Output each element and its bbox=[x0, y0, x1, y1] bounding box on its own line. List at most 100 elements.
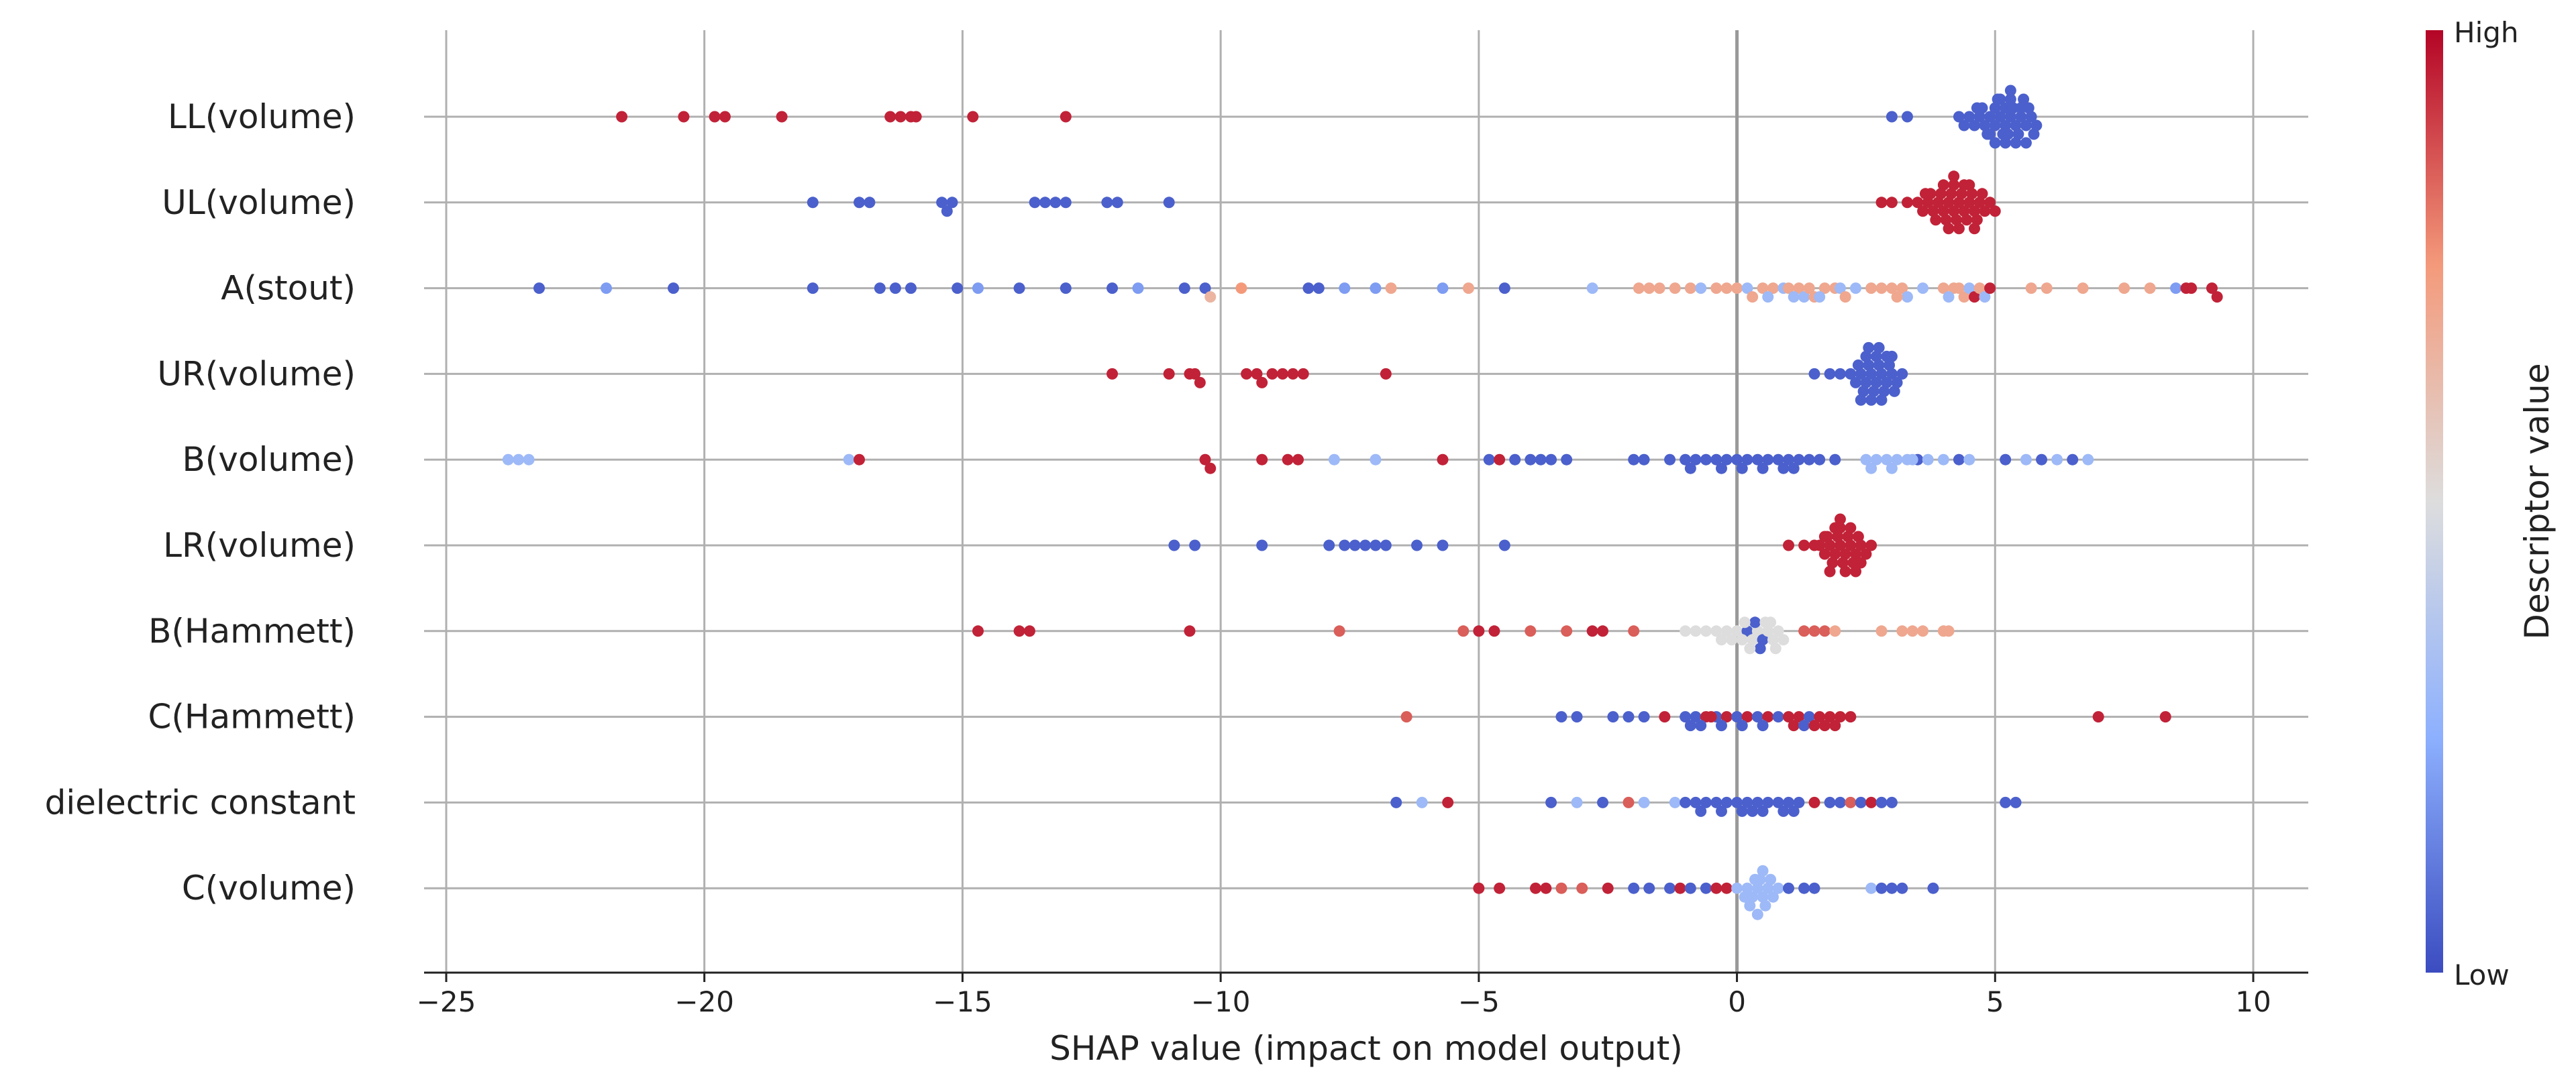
feature-label: LR(volume) bbox=[163, 526, 356, 565]
shap-point bbox=[1963, 111, 1975, 123]
shap-point bbox=[1380, 368, 1392, 380]
shap-point bbox=[1276, 368, 1288, 380]
shap-point bbox=[1437, 282, 1449, 294]
shap-point bbox=[1747, 291, 1759, 303]
shap-point bbox=[1772, 882, 1784, 894]
shap-point bbox=[2020, 453, 2032, 466]
shap-point bbox=[1834, 711, 1846, 723]
shap-point bbox=[1710, 796, 1722, 808]
feature-label: C(volume) bbox=[182, 869, 356, 908]
shap-point bbox=[1873, 359, 1885, 371]
shap-point bbox=[1930, 214, 1942, 226]
shap-point bbox=[1845, 539, 1857, 551]
shap-point bbox=[1834, 282, 1846, 294]
shap-point bbox=[1256, 453, 1268, 466]
shap-point bbox=[502, 453, 514, 466]
shap-point bbox=[1937, 453, 1949, 466]
shap-point bbox=[1969, 291, 1981, 303]
shap-point bbox=[884, 111, 896, 123]
shap-point bbox=[1736, 462, 1748, 474]
shap-point bbox=[1867, 385, 1879, 397]
shap-point bbox=[1778, 462, 1790, 474]
shap-point bbox=[1958, 119, 1970, 131]
shap-point bbox=[1958, 205, 1970, 217]
shap-point bbox=[2211, 291, 2223, 303]
shap-point bbox=[1865, 539, 1877, 551]
shap-point bbox=[1437, 539, 1449, 551]
shap-point bbox=[1966, 188, 1978, 200]
points-layer bbox=[502, 85, 2223, 920]
shap-point bbox=[1870, 376, 1882, 388]
shap-point bbox=[1204, 462, 1217, 474]
shap-point bbox=[1961, 214, 1973, 226]
shap-point bbox=[1741, 625, 1753, 637]
shap-point bbox=[1462, 282, 1474, 294]
shap-point bbox=[1953, 111, 1965, 123]
shap-point bbox=[1937, 205, 1949, 217]
shap-point bbox=[2004, 111, 2016, 123]
shap-point bbox=[1189, 539, 1201, 551]
shap-point bbox=[1163, 368, 1175, 380]
shap-point bbox=[1969, 119, 1981, 131]
shap-point bbox=[616, 111, 628, 123]
shap-point bbox=[1829, 720, 1841, 732]
shap-point bbox=[1695, 282, 1707, 294]
shap-point bbox=[1498, 539, 1510, 551]
x-tick-label: −20 bbox=[674, 985, 734, 1018]
shap-point bbox=[1963, 197, 1975, 209]
shap-point bbox=[1416, 796, 1428, 808]
shap-point bbox=[1808, 720, 1820, 732]
shap-point bbox=[1411, 539, 1423, 551]
shap-point bbox=[1715, 720, 1727, 732]
shap-point bbox=[1984, 111, 1996, 123]
shap-point bbox=[2010, 137, 2022, 149]
shap-point bbox=[1726, 634, 1738, 646]
shap-point bbox=[1741, 711, 1753, 723]
shap-point bbox=[2118, 282, 2130, 294]
shap-point bbox=[1710, 882, 1722, 894]
shap-point bbox=[1824, 368, 1836, 380]
shap-point bbox=[1370, 539, 1382, 551]
shap-point bbox=[1984, 197, 1996, 209]
shap-point bbox=[2025, 111, 2037, 123]
shap-point bbox=[1886, 368, 1898, 380]
shap-point bbox=[1194, 376, 1206, 388]
shap-point bbox=[1715, 462, 1727, 474]
shap-point bbox=[1736, 720, 1748, 732]
shap-point bbox=[1751, 711, 1763, 723]
shap-point bbox=[1731, 796, 1743, 808]
shap-point bbox=[1994, 111, 2006, 123]
shap-point bbox=[1607, 711, 1619, 723]
shap-point bbox=[843, 453, 855, 466]
shap-point bbox=[1494, 453, 1506, 466]
shap-point bbox=[1633, 282, 1645, 294]
shap-point bbox=[1922, 453, 1934, 466]
shap-point bbox=[1739, 891, 1751, 903]
shap-point bbox=[1754, 643, 1766, 655]
shap-point bbox=[1731, 711, 1743, 723]
shap-point bbox=[1690, 796, 1702, 808]
shap-point bbox=[1927, 882, 1939, 894]
x-tick-label: −5 bbox=[1458, 985, 1500, 1018]
shap-point bbox=[1576, 882, 1588, 894]
shap-point bbox=[1896, 368, 1908, 380]
shap-point bbox=[1951, 214, 1963, 226]
shap-point bbox=[1834, 539, 1846, 551]
shap-point bbox=[2077, 282, 2089, 294]
x-tick-label: 5 bbox=[1986, 985, 2004, 1018]
shap-point bbox=[1235, 282, 1247, 294]
shap-point bbox=[1695, 720, 1707, 732]
shap-point bbox=[1751, 625, 1763, 637]
shap-point bbox=[2082, 453, 2094, 466]
shap-point bbox=[1793, 453, 1805, 466]
shap-point bbox=[1814, 711, 1826, 723]
feature-label: UL(volume) bbox=[162, 183, 356, 222]
shap-point bbox=[1943, 197, 1955, 209]
shap-point bbox=[1715, 805, 1727, 817]
shap-point bbox=[1256, 376, 1268, 388]
shap-point bbox=[1241, 368, 1253, 380]
x-tick-label: 0 bbox=[1728, 985, 1746, 1018]
shap-point bbox=[1106, 368, 1119, 380]
shap-point bbox=[1710, 282, 1722, 294]
x-axis-title: SHAP value (impact on model output) bbox=[1049, 1029, 1683, 1068]
